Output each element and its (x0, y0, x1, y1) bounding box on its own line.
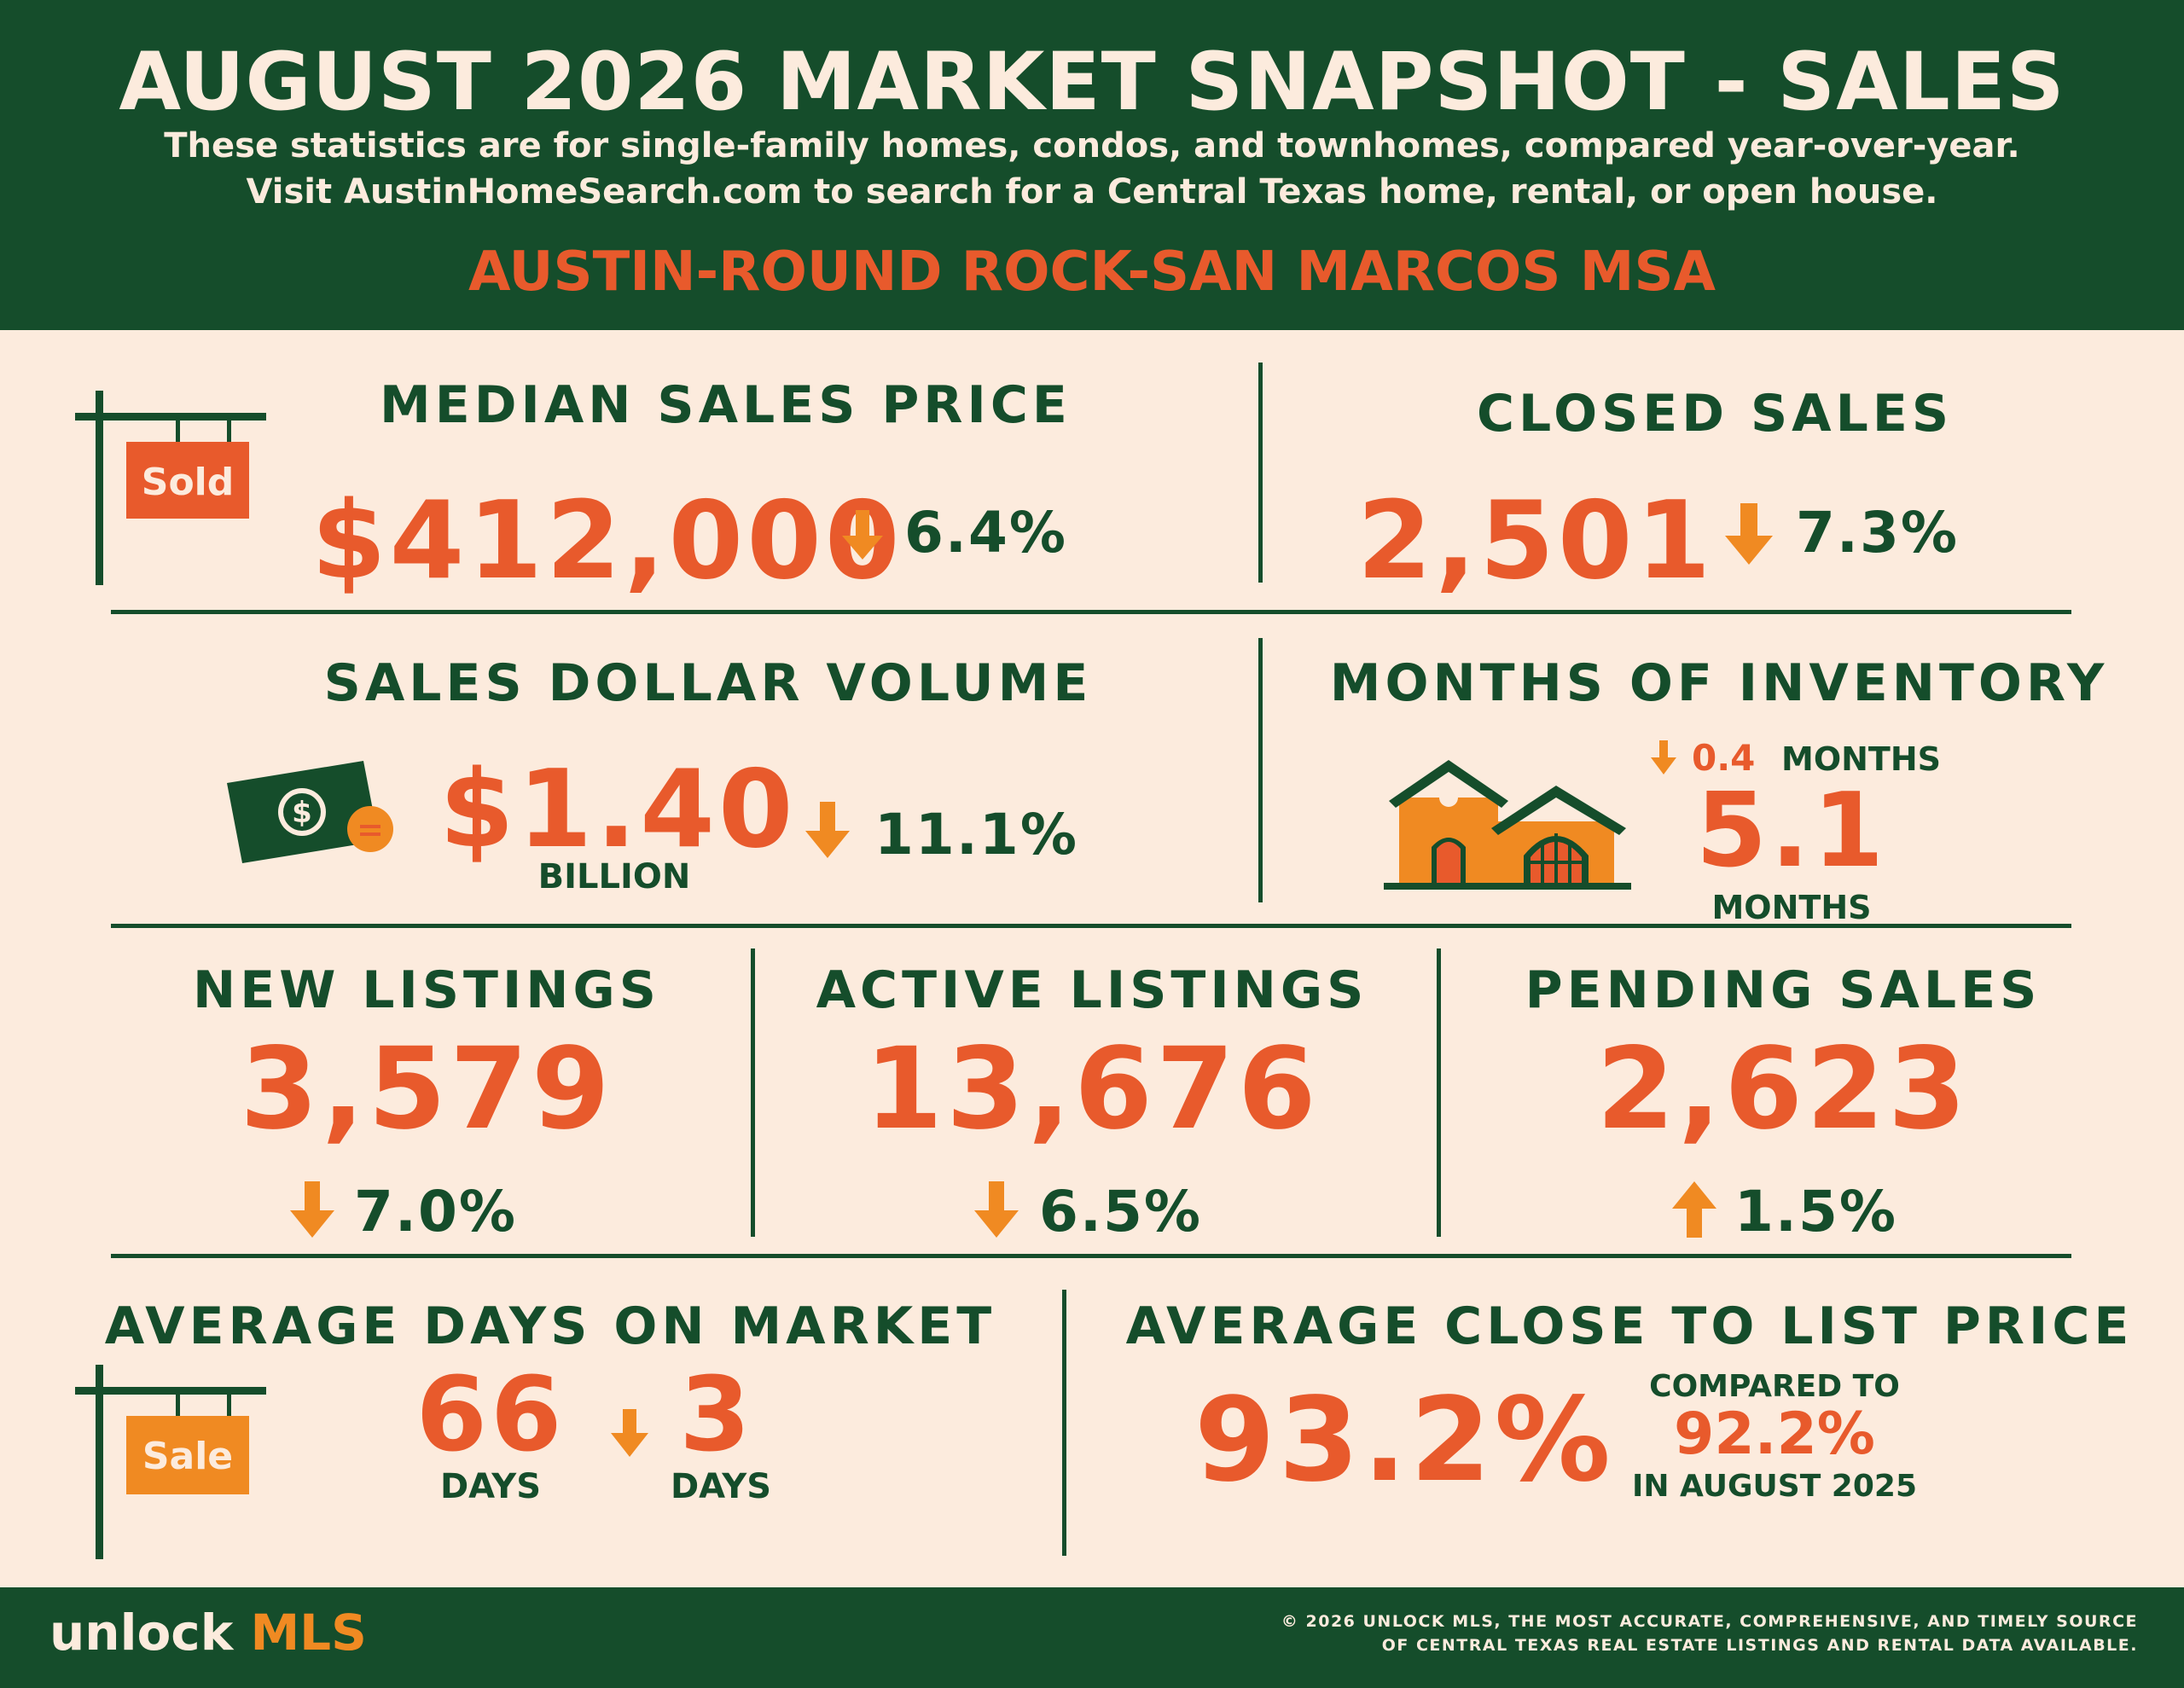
unlock-mls-logo: unlock MLS (49, 1604, 367, 1662)
new-listings-change: 7.0% (354, 1179, 518, 1244)
compare-value: 92.2% (1674, 1401, 1875, 1468)
pending-sales-change: 1.5% (1734, 1179, 1898, 1244)
logo-text-unlock: unlock (49, 1604, 251, 1662)
footer-copyright-line-1: © 2026 UNLOCK MLS, THE MOST ACCURATE, CO… (1281, 1612, 2138, 1631)
new-listings-heading: NEW LISTINGS (193, 960, 660, 1020)
active-listings-heading: ACTIVE LISTINGS (816, 960, 1368, 1020)
sale-sign-label: Sale (142, 1435, 234, 1478)
average-days-on-market-value: 66 (415, 1356, 566, 1475)
svg-text:$: $ (292, 796, 312, 830)
sales-dollar-volume-unit: BILLION (537, 857, 691, 896)
months-of-inventory-change-value: 0.4 (1692, 737, 1756, 779)
region-title: AUSTIN-ROUND ROCK-SAN MARCOS MSA (468, 241, 1716, 304)
new-listings-value: 3,579 (240, 1024, 613, 1155)
divider-horizontal-3 (111, 1254, 2071, 1258)
months-of-inventory-value: 5.1 (1695, 772, 1888, 890)
sales-dollar-volume-heading: SALES DOLLAR VOLUME (323, 653, 1093, 713)
active-listings-change: 6.5% (1039, 1179, 1203, 1244)
median-sales-price-heading: MEDIAN SALES PRICE (380, 375, 1072, 435)
sales-dollar-volume-value: $1.40 (439, 746, 797, 872)
pending-sales-heading: PENDING SALES (1525, 960, 2042, 1020)
median-sales-price-value: $412,000 (311, 478, 903, 603)
months-of-inventory-change-unit: MONTHS (1781, 740, 1942, 778)
arrow-down-icon (611, 1409, 648, 1457)
average-days-on-market-change-unit: DAYS (670, 1467, 772, 1506)
footer-copyright-line-2: OF CENTRAL TEXAS REAL ESTATE LISTINGS AN… (1381, 1636, 2138, 1655)
sale-sign-icon (75, 1365, 266, 1559)
subtitle-line-1: These statistics are for single-family h… (164, 126, 2020, 165)
logo-text-mls: MLS (250, 1604, 367, 1662)
divider-vertical-row3-a (751, 948, 755, 1237)
header-banner (0, 0, 2184, 330)
footer-bar (0, 1587, 2184, 1688)
average-close-to-list-value: 93.2% (1194, 1373, 1614, 1508)
months-of-inventory-heading: MONTHS OF INVENTORY (1329, 653, 2109, 713)
average-days-on-market-heading: AVERAGE DAYS ON MARKET (104, 1296, 996, 1356)
house-icon (1384, 760, 1631, 890)
divider-vertical-row2 (1258, 638, 1263, 902)
arrow-up-icon (1672, 1181, 1716, 1238)
sales-dollar-volume-change: 11.1% (874, 802, 1078, 867)
divider-vertical-row1 (1258, 363, 1263, 583)
page-title: AUGUST 2026 MARKET SNAPSHOT - SALES (119, 36, 2065, 129)
average-days-on-market-unit: DAYS (439, 1467, 542, 1506)
active-listings-value: 13,676 (864, 1024, 1320, 1155)
divider-vertical-row4 (1062, 1290, 1066, 1556)
closed-sales-heading: CLOSED SALES (1476, 384, 1954, 444)
sold-sign-icon (75, 391, 266, 585)
divider-horizontal-2 (111, 924, 2071, 928)
money-bill-icon: $ (227, 761, 393, 863)
closed-sales-value: 2,501 (1356, 478, 1715, 603)
median-sales-price-change: 6.4% (904, 500, 1068, 566)
average-days-on-market-change-value: 3 (679, 1356, 754, 1475)
arrow-down-icon (290, 1181, 334, 1238)
arrow-down-icon (805, 802, 850, 858)
arrow-down-icon (842, 510, 883, 560)
compare-prefix: COMPARED TO (1649, 1369, 1900, 1404)
sold-sign-label: Sold (141, 461, 235, 504)
average-close-to-list-heading: AVERAGE CLOSE TO LIST PRICE (1125, 1296, 2134, 1356)
arrow-down-icon (1725, 503, 1773, 565)
subtitle-line-2: Visit AustinHomeSearch.com to search for… (246, 172, 1938, 212)
arrow-down-icon (1651, 740, 1676, 774)
months-of-inventory-unit: MONTHS (1711, 889, 1872, 926)
divider-vertical-row3-b (1437, 948, 1441, 1237)
closed-sales-change: 7.3% (1796, 500, 1960, 566)
pending-sales-value: 2,623 (1596, 1024, 1970, 1155)
divider-horizontal-1 (111, 610, 2071, 614)
compare-suffix: IN AUGUST 2025 (1631, 1469, 1918, 1504)
arrow-down-icon (974, 1181, 1019, 1238)
